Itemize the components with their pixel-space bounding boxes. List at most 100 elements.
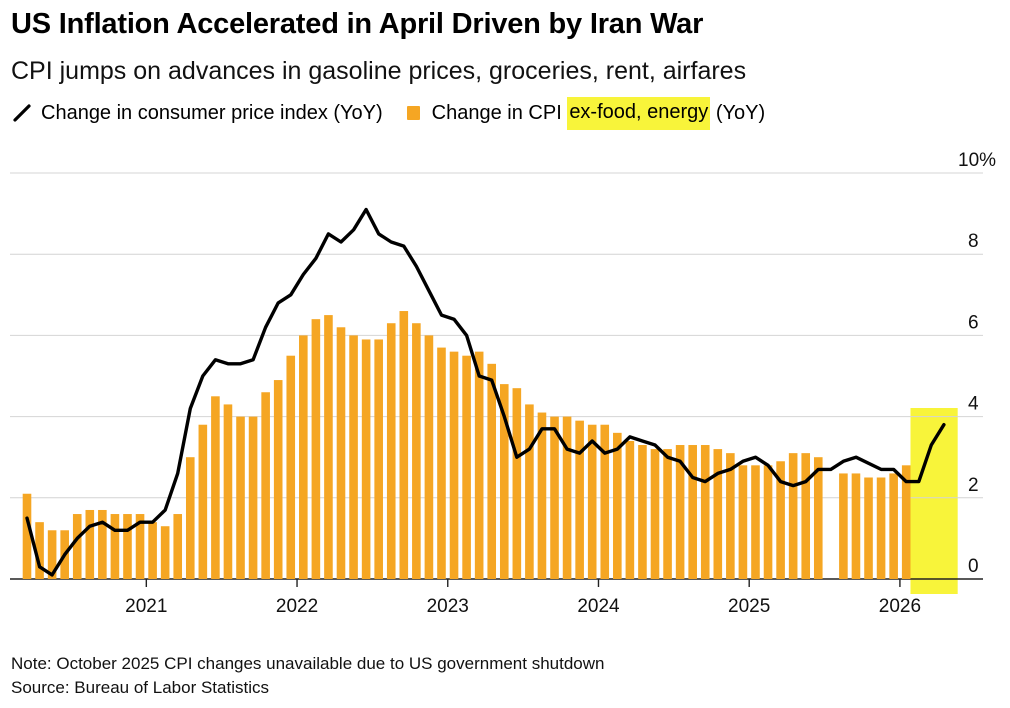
core-cpi-bar — [160, 526, 170, 579]
y-tick-label: 6 — [968, 312, 979, 333]
y-tick-label: 10% — [958, 150, 996, 171]
y-tick-label: 4 — [968, 394, 979, 415]
core-cpi-bar — [72, 514, 82, 579]
core-cpi-bar — [889, 473, 898, 579]
core-cpi-bar — [22, 493, 32, 579]
core-cpi-bar — [512, 388, 522, 579]
legend-label-core-suffix: (YoY) — [710, 101, 766, 124]
core-cpi-bar — [864, 477, 873, 579]
core-cpi-bar — [374, 339, 383, 579]
core-cpi-bar — [688, 445, 697, 579]
core-cpi-bar — [713, 449, 723, 579]
x-tick-label: 2024 — [577, 596, 620, 617]
core-cpi-bar — [751, 465, 760, 579]
core-cpi-bar — [813, 457, 823, 579]
core-cpi-bar — [273, 380, 283, 579]
core-cpi-bar — [361, 339, 371, 579]
core-cpi-bar — [299, 335, 308, 579]
core-cpi-bar — [876, 477, 886, 579]
core-cpi-bar — [788, 453, 798, 579]
core-cpi-bar — [763, 465, 773, 579]
core-cpi-bar — [449, 351, 459, 579]
core-cpi-bar — [525, 404, 534, 579]
inflation-chart: 0 2 4 6 8 10% 2021 2022 2023 2024 2025 2026 — [10, 150, 996, 617]
core-cpi-bar — [587, 424, 597, 579]
y-axis: 0 2 4 6 8 10% — [958, 150, 996, 577]
core-cpi-bar — [462, 355, 471, 579]
core-cpi-bar — [638, 445, 647, 579]
core-cpi-bar — [424, 335, 434, 579]
core-cpi-bar — [675, 445, 685, 579]
core-cpi-bar — [135, 514, 145, 579]
core-cpi-bar — [562, 416, 572, 579]
cpi-line — [25, 207, 946, 577]
x-tick-label: 2023 — [427, 596, 469, 617]
core-cpi-bar — [663, 449, 672, 579]
core-cpi-bar — [123, 514, 132, 579]
line-swatch-icon — [13, 104, 31, 122]
core-cpi-bar — [839, 473, 848, 579]
x-tick-label: 2022 — [276, 596, 318, 617]
core-cpi-bar — [625, 440, 635, 579]
core-cpi-bar — [700, 445, 710, 579]
core-cpi-bar — [148, 522, 157, 579]
core-cpi-bar — [474, 351, 484, 579]
core-cpi-bar — [776, 461, 785, 579]
core-cpi-bars — [22, 311, 911, 579]
y-tick-label: 2 — [968, 475, 979, 496]
core-cpi-bar — [851, 473, 861, 579]
y-tick-label: 8 — [968, 231, 979, 252]
x-tick-label: 2025 — [728, 596, 770, 617]
core-cpi-bar — [236, 416, 245, 579]
core-cpi-bar — [110, 514, 120, 579]
core-cpi-bar — [487, 363, 497, 579]
y-tick-label: 0 — [968, 556, 979, 577]
core-cpi-bar — [223, 404, 233, 579]
core-cpi-bar — [386, 323, 396, 579]
core-cpi-bar — [537, 412, 547, 579]
legend-label-core-prefix: Change in CPI — [431, 101, 568, 124]
cpi-line-layer — [25, 207, 946, 577]
core-cpi-bar — [349, 335, 358, 579]
core-cpi-bar — [650, 449, 660, 579]
core-cpi-bar — [211, 396, 220, 579]
legend: Change in consumer price index (YoY) Cha… — [11, 96, 789, 130]
x-tick-label: 2026 — [879, 596, 921, 617]
core-cpi-bar — [399, 311, 409, 579]
core-cpi-bar — [412, 323, 421, 579]
core-cpi-bar — [324, 315, 333, 579]
core-cpi-bar — [98, 509, 107, 579]
core-cpi-bar — [613, 432, 622, 579]
core-cpi-bar — [198, 424, 208, 579]
core-cpi-bar — [726, 453, 735, 579]
chart-title: US Inflation Accelerated in April Driven… — [11, 8, 704, 40]
x-tick-label: 2021 — [125, 596, 167, 617]
core-cpi-bar — [600, 424, 610, 579]
core-cpi-bar — [185, 457, 195, 579]
legend-label-core-highlight: ex-food, energy — [567, 96, 711, 130]
core-cpi-bar — [499, 384, 509, 579]
core-cpi-bar — [437, 347, 446, 579]
legend-label-cpi: Change in consumer price index (YoY) — [41, 101, 383, 124]
core-cpi-bar — [173, 514, 183, 579]
core-cpi-bar — [248, 416, 258, 579]
core-cpi-bar — [336, 327, 346, 579]
core-cpi-bar — [575, 420, 584, 579]
core-cpi-bar — [85, 509, 95, 579]
footnote-shutdown: Note: October 2025 CPI changes unavailab… — [11, 654, 605, 673]
chart-subtitle: CPI jumps on advances in gasoline prices… — [11, 57, 747, 85]
x-axis: 2021 2022 2023 2024 2025 2026 — [125, 579, 921, 617]
core-cpi-bar — [801, 453, 811, 579]
core-cpi-bar — [35, 522, 44, 579]
core-cpi-bar — [286, 355, 296, 579]
bar-swatch-icon — [406, 106, 420, 120]
core-cpi-bar — [738, 465, 748, 579]
legend-item-cpi: Change in consumer price index (YoY) — [11, 102, 383, 125]
highlight-box — [910, 408, 958, 594]
core-cpi-bar — [311, 319, 321, 579]
footnotes: Note: October 2025 CPI changes unavailab… — [11, 652, 604, 700]
core-cpi-bar — [261, 392, 270, 579]
core-cpi-bar — [550, 416, 559, 579]
core-cpi-bar — [47, 530, 57, 579]
legend-item-core-cpi: Change in CPI ex-food, energy (YoY) — [406, 96, 766, 130]
